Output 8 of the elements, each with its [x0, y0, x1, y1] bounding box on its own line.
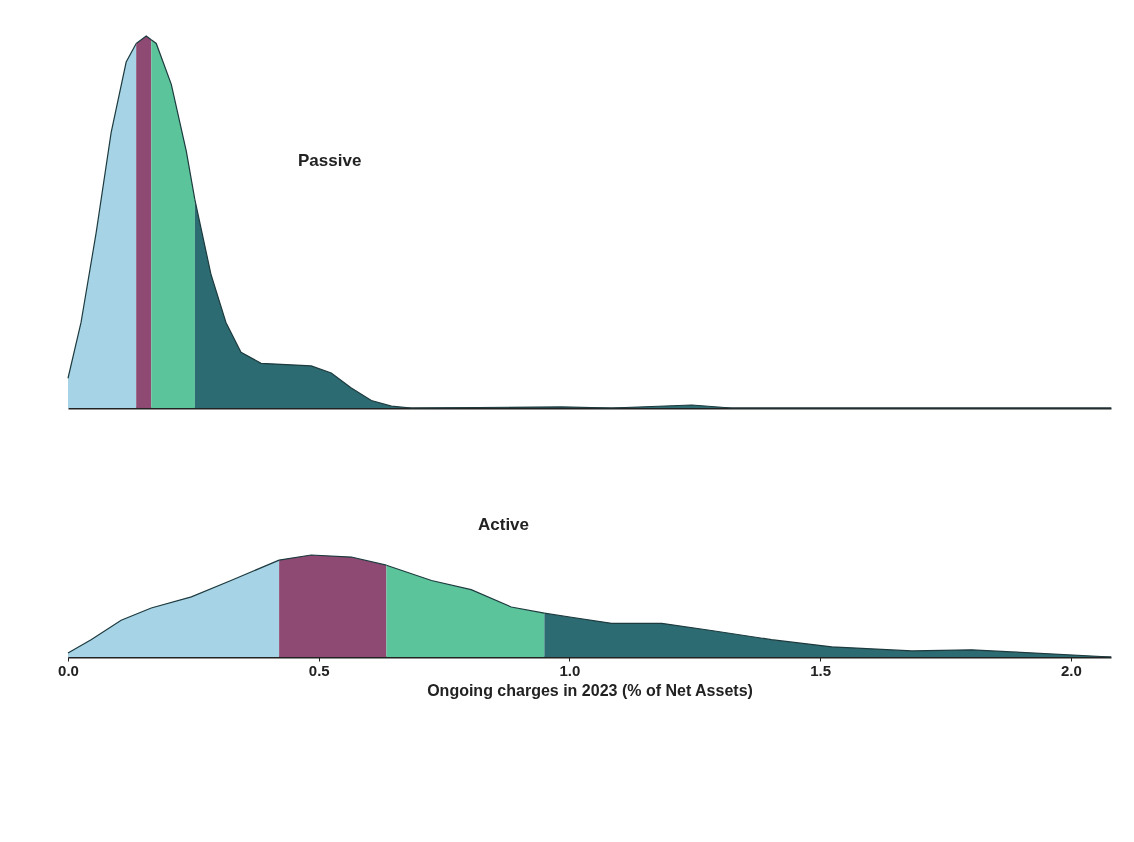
x-tick-label: 2.0: [1060, 661, 1082, 679]
x-tick-label: 1.0: [559, 661, 581, 679]
text: Active: [478, 515, 530, 534]
x-axis-title: Ongoing charges in 2023 (% of Net Assets): [427, 681, 753, 699]
x-tick-label: 1.5: [810, 661, 832, 679]
x-tick-label: 0.0: [58, 661, 79, 679]
x-tick-label: 0.5: [308, 661, 330, 679]
annotation: Passive: [298, 151, 362, 170]
